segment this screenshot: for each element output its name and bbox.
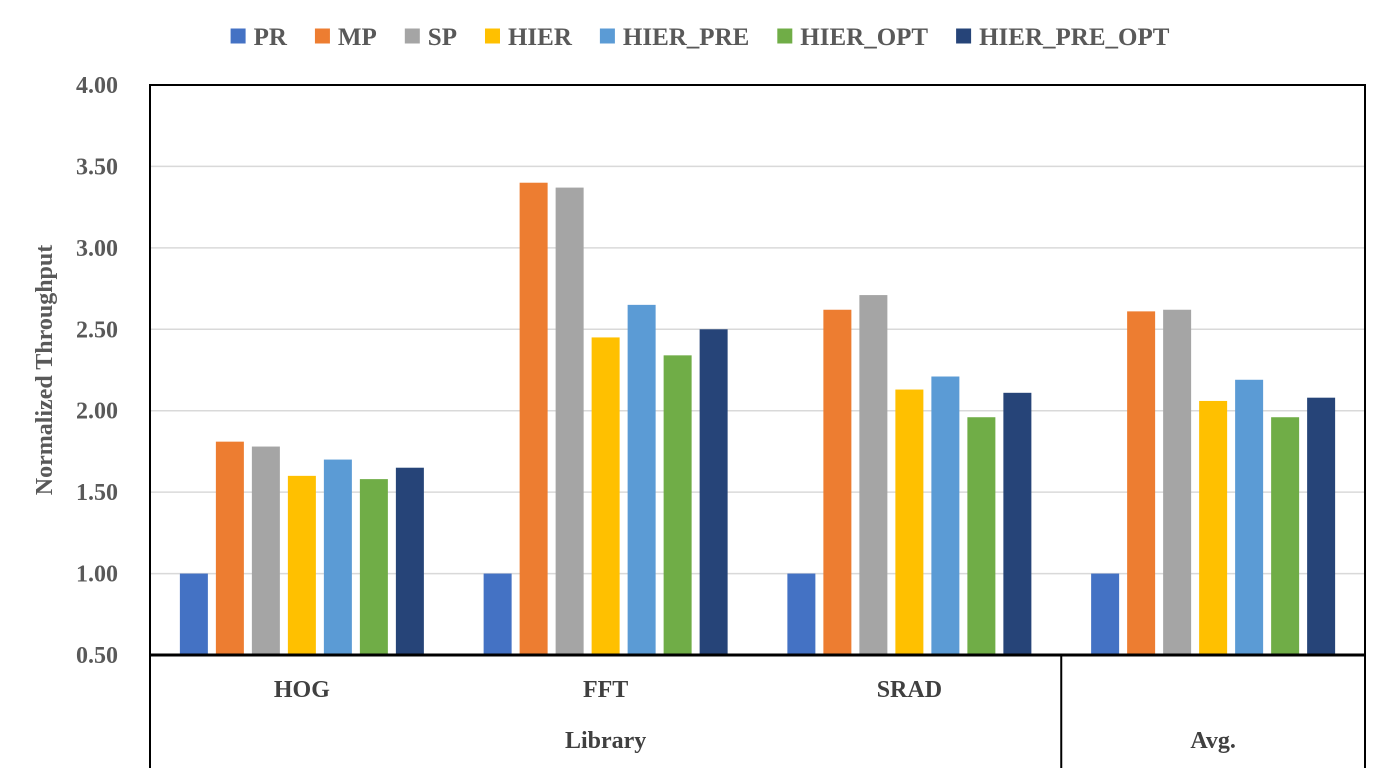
- bar-hier-opt: [663, 355, 692, 655]
- bar-hier-opt: [1271, 417, 1300, 655]
- legend-swatch: [599, 28, 615, 44]
- bar-pr: [1091, 573, 1120, 655]
- bar-hier: [591, 337, 620, 655]
- bar-hier-opt: [967, 417, 996, 655]
- legend-item-hier: HIER: [484, 24, 573, 51]
- bar-mp: [215, 441, 244, 655]
- legend-item-hier-opt: HIER_OPT: [777, 24, 928, 51]
- bar-hier-pre-opt: [699, 329, 728, 655]
- legend-swatch: [484, 28, 500, 44]
- axes: [149, 84, 1366, 768]
- legend-item-pr: PR: [230, 24, 288, 51]
- bar-sp: [251, 446, 280, 655]
- legend-swatch: [777, 28, 793, 44]
- y-tick-label: 0.50: [76, 643, 118, 669]
- legend-label: HIER_OPT: [800, 24, 928, 51]
- bar-hier-opt: [359, 479, 388, 655]
- y-tick-label: 2.00: [76, 399, 118, 425]
- y-tick-label: 1.00: [76, 562, 118, 588]
- y-tick-labels: 0.50 1.00 1.50 2.00 2.50 3.00 3.50 4.00: [76, 73, 118, 669]
- legend-item-mp: MP: [314, 24, 377, 51]
- bar-hier: [1199, 400, 1228, 655]
- bar-hier-pre: [1235, 379, 1264, 655]
- legend-swatch: [404, 28, 420, 44]
- bar-hier-pre: [627, 304, 656, 655]
- legend-label: HIER_PRE_OPT: [979, 24, 1170, 51]
- legend-label: SP: [428, 24, 457, 51]
- bar-hier: [895, 389, 924, 655]
- legend-label: PR: [254, 24, 288, 51]
- y-tick-label: 1.50: [76, 480, 118, 506]
- bar-hier-pre-opt: [1003, 392, 1032, 655]
- bar-sp: [859, 295, 888, 655]
- bar-mp: [519, 182, 548, 655]
- category-label: HOG: [274, 677, 330, 703]
- legend-label: HIER: [508, 24, 573, 51]
- bar-pr: [787, 573, 816, 655]
- bar-hier-pre: [323, 459, 352, 655]
- legend-item-sp: SP: [404, 24, 457, 51]
- category-label: FFT: [583, 677, 628, 703]
- legend-swatch: [956, 28, 972, 44]
- legend-swatch: [314, 28, 330, 44]
- y-tick-label: 4.00: [76, 73, 118, 99]
- legend-label: MP: [338, 24, 377, 51]
- gridlines: [150, 165, 1365, 575]
- legend-label: HIER_PRE: [623, 24, 749, 51]
- bar-hier-pre-opt: [395, 467, 424, 655]
- bar-sp: [555, 187, 584, 655]
- bar-mp: [1127, 311, 1156, 655]
- bar-mp: [823, 309, 852, 655]
- bar-sp: [1163, 309, 1192, 655]
- bar-hier-pre: [931, 376, 960, 655]
- bar-hier-pre-opt: [1307, 397, 1336, 655]
- legend-swatch: [230, 28, 246, 44]
- y-axis-label: Normalized Throughput: [32, 245, 58, 496]
- bar-pr: [483, 573, 512, 655]
- legend-item-hier-pre: HIER_PRE: [599, 24, 749, 51]
- y-tick-label: 3.50: [76, 154, 118, 180]
- bar-pr: [179, 573, 208, 655]
- legend: PR MP SP HIER HIER_PRE HIER_OPT HIER_PRE_OPT: [230, 24, 1170, 51]
- group-label: Library: [565, 728, 646, 754]
- legend-item-hier-pre-opt: HIER_PRE_OPT: [956, 24, 1170, 51]
- bar-hier: [287, 475, 316, 655]
- category-label: SRAD: [877, 677, 942, 703]
- y-tick-label: 3.00: [76, 236, 118, 262]
- group-label: Avg.: [1190, 728, 1236, 754]
- bars: [179, 182, 1336, 655]
- y-tick-label: 2.50: [76, 317, 118, 343]
- category-labels: HOG FFT SRAD Library Avg.: [274, 677, 1236, 754]
